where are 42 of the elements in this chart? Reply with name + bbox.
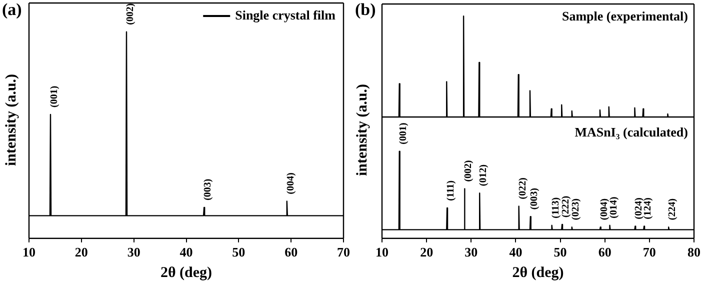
annotation: (001) [398,122,409,144]
annotation: (224) [667,198,678,220]
legend-label: Single crystal film [235,7,336,22]
x-tick-label: 70 [337,244,350,260]
x-tick-label: 60 [284,244,298,260]
x-axis-title: 2θ (deg) [160,264,212,281]
x-tick-label: 30 [127,244,140,260]
chart-title: (a) [2,0,22,20]
annotation: (124) [642,198,654,220]
y-axis-title: intensity (a.u.) [354,84,372,176]
x-tick-label: 40 [180,244,193,260]
text: Sample (experimental) [562,8,688,24]
annotation: (003) [529,188,540,210]
annotation: (004) [285,172,296,194]
annotation: (222) [560,196,572,218]
annotation: (111) [446,180,457,201]
annotation: (001) [49,86,60,108]
x-tick-label: 20 [420,244,434,260]
annotation: (024) [634,198,645,220]
x-tick-label: 50 [232,244,246,260]
x-tick-label: 50 [554,244,567,260]
x-tick-label: 10 [376,244,388,260]
x-axis-title: 2θ (deg) [512,264,564,281]
annotation: (003) [202,178,214,200]
annotation: (022) [517,178,528,200]
annotation: (002) [125,3,136,25]
x-tick-label: 30 [464,244,478,260]
x-tick-label: 80 [688,244,700,260]
annotation: (012) [478,164,490,186]
text: MASnI₃ (calculated) [574,124,688,140]
annotation: (014) [608,196,620,218]
x-tick-label: 70 [642,244,656,260]
y-axis-title: intensity (a.u.) [4,74,20,166]
x-tick-label: 40 [509,244,522,260]
annotation: (113) [550,197,562,218]
annotation: (002) [463,160,474,182]
x-tick-label: 20 [74,244,88,260]
annotation: (023) [570,198,582,220]
x-tick-label: 10 [22,244,36,260]
annotation: (004) [598,198,610,220]
chart-title: (b) [355,0,376,20]
x-tick-label: 60 [598,244,612,260]
